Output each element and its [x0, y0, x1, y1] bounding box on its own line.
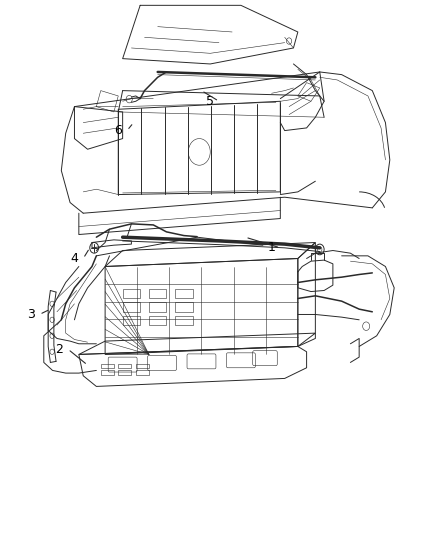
Text: 6: 6 — [114, 124, 122, 137]
Bar — [123, 316, 140, 325]
Text: 3: 3 — [27, 308, 35, 321]
Bar — [149, 289, 166, 298]
Bar — [149, 316, 166, 325]
Bar — [175, 289, 193, 298]
Bar — [136, 370, 149, 375]
Text: 2: 2 — [55, 343, 63, 356]
Bar — [101, 364, 114, 368]
Bar — [118, 364, 131, 368]
Text: 5: 5 — [206, 95, 214, 108]
Bar — [175, 302, 193, 312]
Bar — [101, 370, 114, 375]
Bar — [136, 364, 149, 368]
Text: 4: 4 — [71, 252, 78, 265]
Bar — [149, 302, 166, 312]
Bar — [123, 289, 140, 298]
Bar — [175, 316, 193, 325]
Text: 1: 1 — [268, 241, 276, 254]
Bar — [123, 302, 140, 312]
Bar — [118, 370, 131, 375]
